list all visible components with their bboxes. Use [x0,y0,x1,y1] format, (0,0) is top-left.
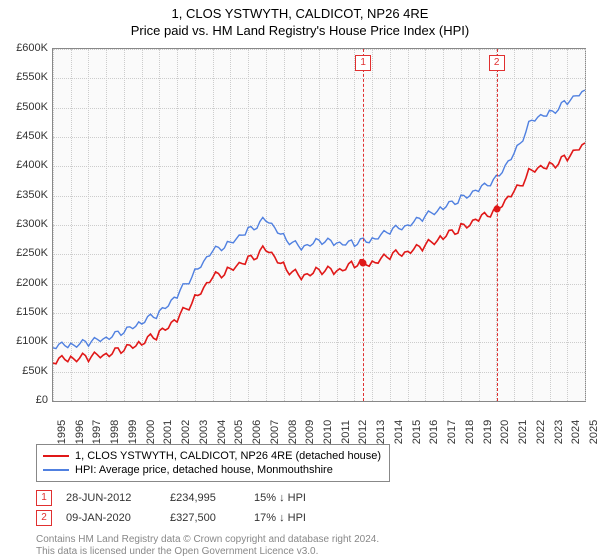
sale-marker-icon: 1 [36,490,52,506]
footer-text: Contains HM Land Registry data © Crown c… [36,534,379,545]
legend-label: 1, CLOS YSTWYTH, CALDICOT, NP26 4RE (det… [75,450,381,462]
chart-subtitle: Price paid vs. HM Land Registry's House … [0,21,600,38]
sale-row: 2 09-JAN-2020 £327,500 17% ↓ HPI [36,510,306,526]
legend: 1, CLOS YSTWYTH, CALDICOT, NP26 4RE (det… [36,444,390,482]
plot-area: 12 [52,48,586,402]
footer-text: This data is licensed under the Open Gov… [36,546,318,557]
chart-container: 1, CLOS YSTWYTH, CALDICOT, NP26 4RE Pric… [0,0,600,560]
legend-item: HPI: Average price, detached house, Monm… [43,463,383,477]
legend-label: HPI: Average price, detached house, Monm… [75,464,333,476]
sale-price: £234,995 [170,492,240,504]
legend-item: 1, CLOS YSTWYTH, CALDICOT, NP26 4RE (det… [43,449,383,463]
sale-marker-icon: 2 [36,510,52,526]
legend-swatch [43,455,69,457]
sale-date: 09-JAN-2020 [66,512,156,524]
sale-delta: 15% ↓ HPI [254,492,306,504]
sale-row: 1 28-JUN-2012 £234,995 15% ↓ HPI [36,490,306,506]
sale-delta: 17% ↓ HPI [254,512,306,524]
chart-title: 1, CLOS YSTWYTH, CALDICOT, NP26 4RE [0,0,600,21]
sale-price: £327,500 [170,512,240,524]
legend-swatch [43,469,69,471]
sale-date: 28-JUN-2012 [66,492,156,504]
